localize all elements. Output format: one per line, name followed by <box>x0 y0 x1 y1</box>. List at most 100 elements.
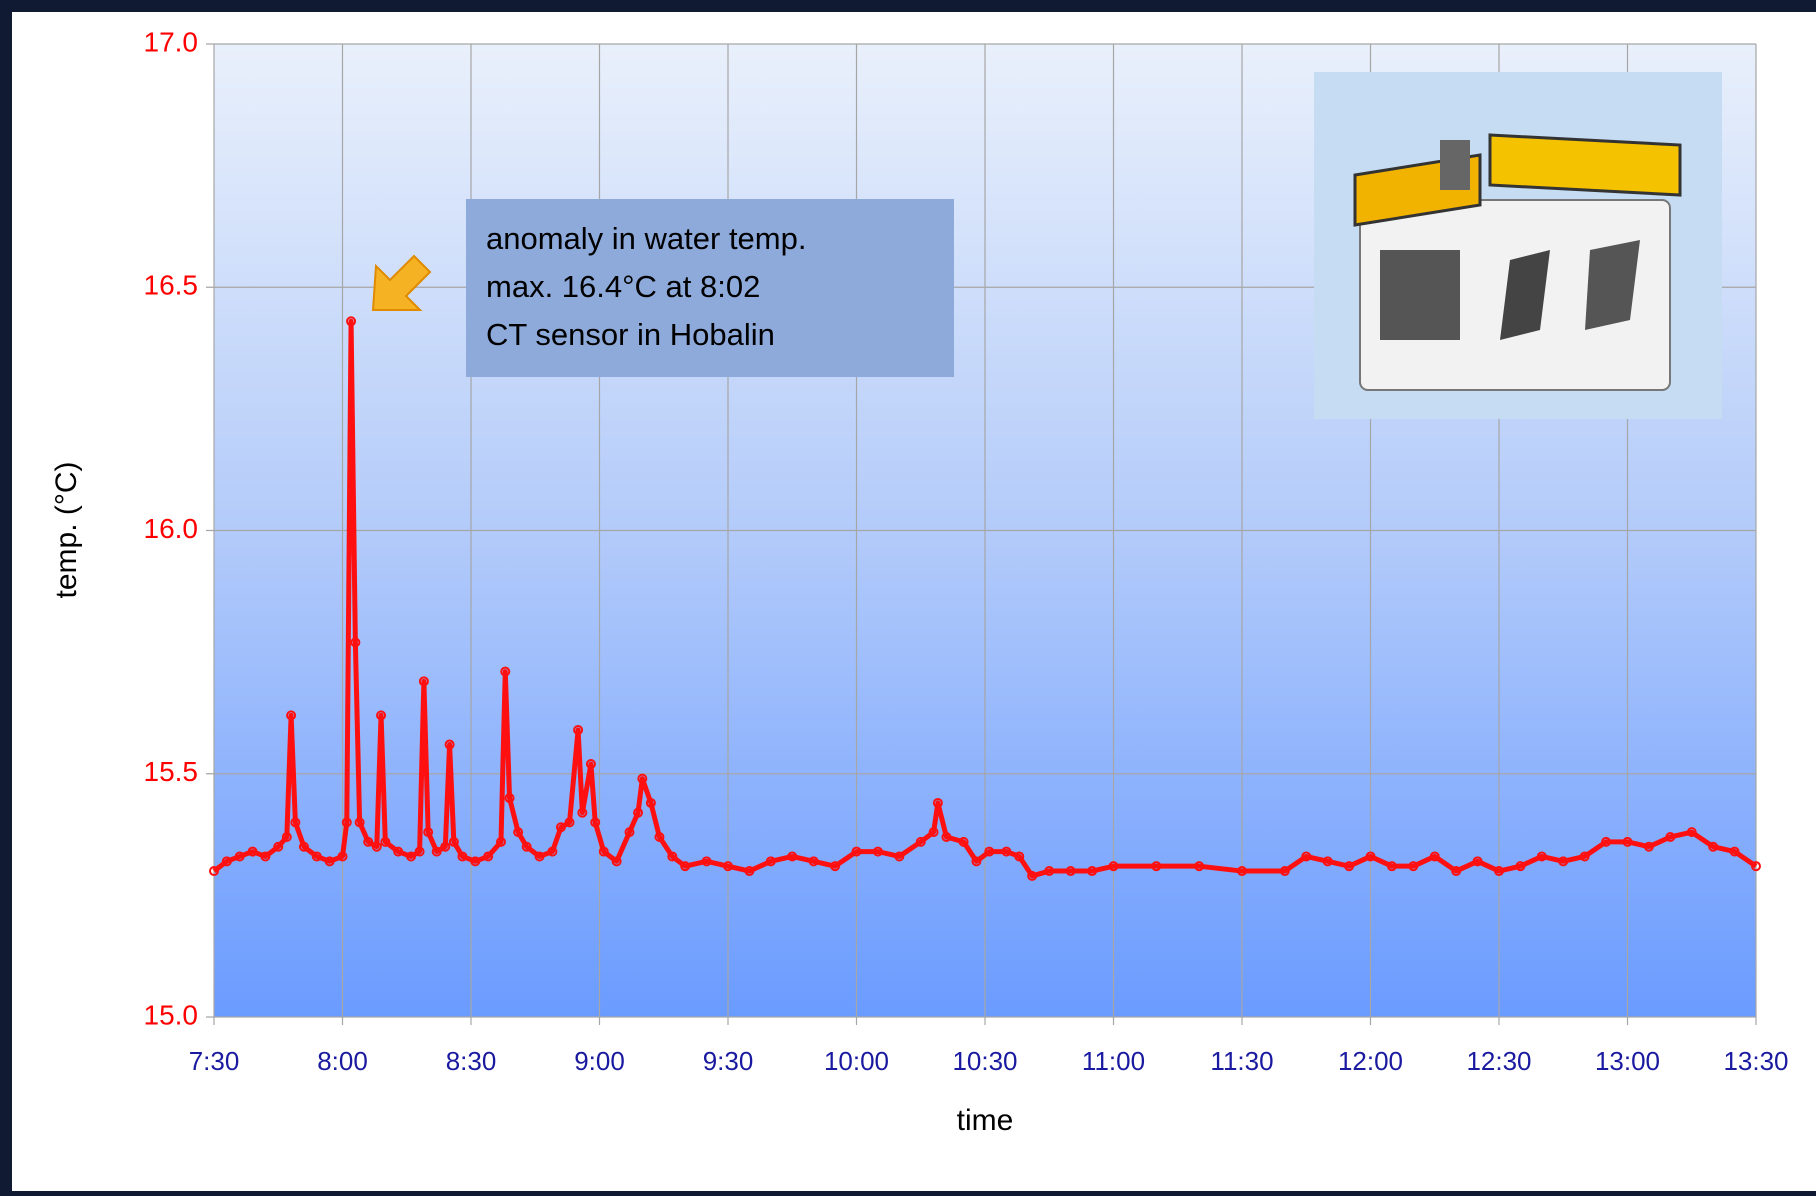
data-point <box>1408 861 1419 872</box>
data-point <box>341 817 352 828</box>
data-point <box>1558 856 1569 867</box>
annotation-line: anomaly in water temp. <box>486 221 806 256</box>
data-point <box>376 710 387 721</box>
x-tick-label: 10:30 <box>952 1046 1017 1076</box>
data-point <box>808 856 819 867</box>
data-point <box>1386 861 1397 872</box>
data-point <box>555 822 566 833</box>
y-tick-label: 15.0 <box>144 999 199 1030</box>
x-tick-label: 11:30 <box>1210 1046 1273 1076</box>
data-point <box>1686 827 1697 838</box>
y-tick-label: 15.5 <box>144 756 199 787</box>
data-point <box>260 851 271 862</box>
data-point <box>1014 851 1025 862</box>
data-point <box>371 841 382 852</box>
x-tick-label: 8:30 <box>446 1046 497 1076</box>
data-point <box>941 831 952 842</box>
x-tick-label: 13:00 <box>1595 1046 1660 1076</box>
data-point <box>590 817 601 828</box>
data-point <box>286 710 297 721</box>
data-point <box>500 666 511 677</box>
data-point <box>744 866 755 877</box>
data-point <box>611 856 622 867</box>
data-point <box>1451 866 1462 877</box>
data-point <box>1044 866 1055 877</box>
data-point <box>209 866 219 877</box>
data-point <box>1494 866 1504 877</box>
data-point <box>894 851 905 862</box>
data-point <box>290 817 301 828</box>
data-point <box>787 851 798 862</box>
data-point <box>1536 851 1547 862</box>
data-point <box>440 841 451 852</box>
data-point <box>406 851 417 862</box>
data-point <box>1151 861 1162 872</box>
data-point <box>1237 866 1247 877</box>
data-point <box>414 846 425 857</box>
data-point <box>573 724 584 735</box>
y-axis-label: temp. (°C) <box>50 461 83 598</box>
data-point <box>431 846 442 857</box>
data-point <box>1108 861 1119 872</box>
data-point <box>667 851 678 862</box>
data-point <box>585 759 596 770</box>
data-point <box>298 841 309 852</box>
y-tick-label: 16.5 <box>144 270 199 301</box>
data-point <box>1751 861 1761 872</box>
data-point <box>1515 861 1526 872</box>
data-point <box>521 841 532 852</box>
data-point <box>504 793 515 804</box>
data-point <box>1344 861 1355 872</box>
data-point <box>444 739 455 750</box>
x-axis-label: time <box>957 1104 1014 1137</box>
data-point <box>598 846 609 857</box>
data-point <box>928 827 939 838</box>
x-tick-label: 9:30 <box>703 1046 754 1076</box>
data-point <box>418 676 429 687</box>
data-point <box>1365 851 1376 862</box>
data-point <box>971 856 982 867</box>
data-point <box>830 861 841 872</box>
data-point <box>534 851 545 862</box>
data-point <box>958 836 969 847</box>
data-point <box>654 831 665 842</box>
annotation-line: CT sensor in Hobalin <box>486 317 775 352</box>
data-point <box>915 836 926 847</box>
data-point <box>324 856 335 867</box>
data-point <box>680 861 691 872</box>
data-point <box>350 637 361 648</box>
data-point <box>1322 856 1333 867</box>
data-point <box>448 836 459 847</box>
data-point <box>1708 841 1719 852</box>
data-point <box>577 807 588 818</box>
arrow <box>371 254 432 311</box>
data-point <box>637 773 648 784</box>
data-point <box>984 846 995 857</box>
data-point <box>457 851 468 862</box>
annotation-line: max. 16.4°C at 8:02 <box>486 269 760 304</box>
data-point <box>234 851 245 862</box>
data-point <box>1665 831 1676 842</box>
data-point <box>337 851 348 862</box>
data-point <box>645 797 656 808</box>
data-point <box>1301 851 1312 862</box>
data-point <box>564 817 575 828</box>
data-point <box>470 856 481 867</box>
data-point <box>281 831 292 842</box>
x-tick-label: 9:00 <box>574 1046 625 1076</box>
data-point <box>346 316 357 327</box>
data-point <box>1622 836 1633 847</box>
data-point <box>483 851 494 862</box>
data-point <box>1729 846 1740 857</box>
data-point <box>311 851 322 862</box>
data-point <box>723 861 733 872</box>
annotation-box <box>466 199 954 377</box>
data-point <box>1027 870 1038 881</box>
data-point <box>1429 851 1440 862</box>
data-point <box>221 856 232 867</box>
data-point <box>851 846 862 857</box>
x-tick-label: 8:00 <box>317 1046 368 1076</box>
data-point <box>363 836 374 847</box>
data-point <box>932 797 943 808</box>
